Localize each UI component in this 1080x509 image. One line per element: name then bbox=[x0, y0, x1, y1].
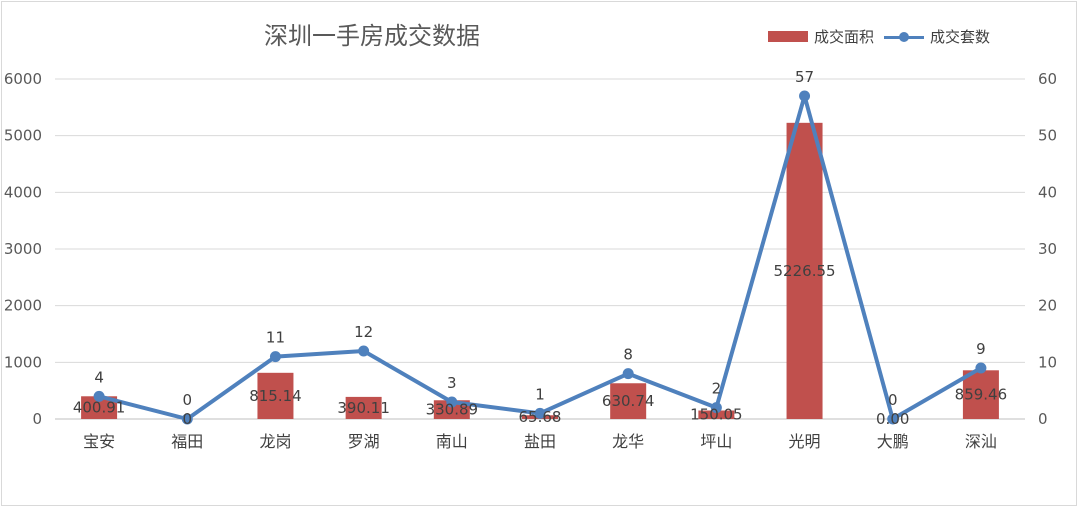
bar-data-label: 150.05 bbox=[690, 406, 743, 424]
x-tick-label: 南山 bbox=[436, 432, 468, 451]
bar bbox=[962, 370, 999, 419]
x-tick-label: 盐田 bbox=[524, 432, 556, 451]
line-data-label: 3 bbox=[447, 374, 457, 392]
y-right-tick-label: 40 bbox=[1038, 183, 1057, 201]
y-left-tick-label: 4000 bbox=[4, 183, 42, 201]
bar-data-label: 630.74 bbox=[602, 392, 655, 410]
line-point bbox=[622, 368, 634, 380]
series-line bbox=[98, 94, 982, 421]
legend-swatch-area bbox=[768, 31, 808, 42]
line-data-label: 57 bbox=[795, 68, 814, 86]
x-tick-label: 罗湖 bbox=[348, 432, 380, 451]
bar-data-label: 815.14 bbox=[249, 387, 302, 405]
axis-ticks: 01000200030004000500060000102030405060宝安… bbox=[4, 70, 1057, 451]
bar bbox=[345, 396, 382, 419]
line-data-label: 12 bbox=[354, 323, 373, 341]
y-right-tick-label: 20 bbox=[1038, 297, 1057, 315]
bar bbox=[786, 122, 823, 420]
legend-label-area: 成交面积 bbox=[814, 28, 875, 46]
x-tick-label: 坪山 bbox=[700, 432, 732, 451]
y-left-tick-label: 5000 bbox=[4, 127, 42, 145]
bar-data-label: 390.11 bbox=[337, 399, 390, 417]
bar bbox=[698, 410, 735, 419]
bar-data-label: 859.46 bbox=[955, 386, 1008, 404]
bar bbox=[257, 372, 294, 419]
gridlines bbox=[55, 78, 1025, 420]
x-tick-label: 大鹏 bbox=[877, 432, 909, 451]
y-left-tick-label: 3000 bbox=[4, 240, 42, 258]
line-point bbox=[710, 402, 722, 414]
line-point bbox=[887, 413, 899, 425]
line-point bbox=[446, 396, 458, 408]
bar-series bbox=[81, 122, 999, 420]
line-data-label: 1 bbox=[535, 385, 545, 403]
legend-swatch-units bbox=[884, 29, 924, 45]
bar-data-label: 0 bbox=[182, 410, 192, 428]
line-data-label: 0 bbox=[888, 391, 898, 409]
y-left-tick-label: 2000 bbox=[4, 297, 42, 315]
line-point bbox=[93, 390, 105, 402]
x-tick-label: 宝安 bbox=[83, 432, 115, 451]
y-left-tick-label: 0 bbox=[32, 410, 42, 428]
bar-data-label: 0.00 bbox=[876, 410, 909, 428]
line-point bbox=[799, 90, 811, 102]
line-point bbox=[181, 413, 193, 425]
line-point bbox=[534, 407, 546, 419]
x-tick-label: 光明 bbox=[789, 432, 821, 451]
legend-item-area: 成交面积 bbox=[768, 26, 874, 47]
chart-title: 深圳一手房成交数据 bbox=[264, 22, 480, 50]
line-point bbox=[975, 362, 987, 374]
y-right-tick-label: 10 bbox=[1038, 353, 1057, 371]
line-data-label: 9 bbox=[976, 340, 986, 358]
y-right-tick-label: 60 bbox=[1038, 70, 1057, 88]
line-data-label: 0 bbox=[182, 391, 192, 409]
y-left-tick-label: 1000 bbox=[4, 353, 42, 371]
bar-data-label: 5226.55 bbox=[774, 262, 836, 280]
bar bbox=[81, 396, 118, 419]
x-tick-label: 福田 bbox=[171, 432, 203, 451]
x-tick-label: 深汕 bbox=[965, 432, 997, 451]
x-tick-label: 龙华 bbox=[612, 432, 644, 451]
line-point bbox=[358, 345, 370, 357]
y-left-tick-label: 6000 bbox=[4, 70, 42, 88]
bar-data-label: 65.68 bbox=[519, 408, 562, 426]
x-tick-label: 龙岗 bbox=[259, 432, 291, 451]
y-right-tick-label: 0 bbox=[1038, 410, 1048, 428]
line-data-label: 8 bbox=[623, 346, 633, 364]
y-right-tick-label: 50 bbox=[1038, 127, 1057, 145]
bar-data-label: 330.89 bbox=[426, 401, 479, 419]
bar bbox=[610, 383, 647, 419]
line-data-label: 11 bbox=[266, 329, 285, 347]
legend-item-units: 成交套数 bbox=[884, 26, 990, 47]
y-right-tick-label: 30 bbox=[1038, 240, 1057, 258]
line-data-label: 2 bbox=[712, 380, 722, 398]
data-labels: 400.91 0 815.14 390.11 330.89 65.68 630.74 150.… bbox=[73, 68, 1007, 428]
legend-label-units: 成交套数 bbox=[930, 28, 991, 46]
line-data-label: 4 bbox=[94, 368, 104, 386]
bar-data-label: 400.91 bbox=[73, 399, 126, 417]
line-point bbox=[269, 351, 281, 363]
line-series bbox=[93, 90, 987, 425]
